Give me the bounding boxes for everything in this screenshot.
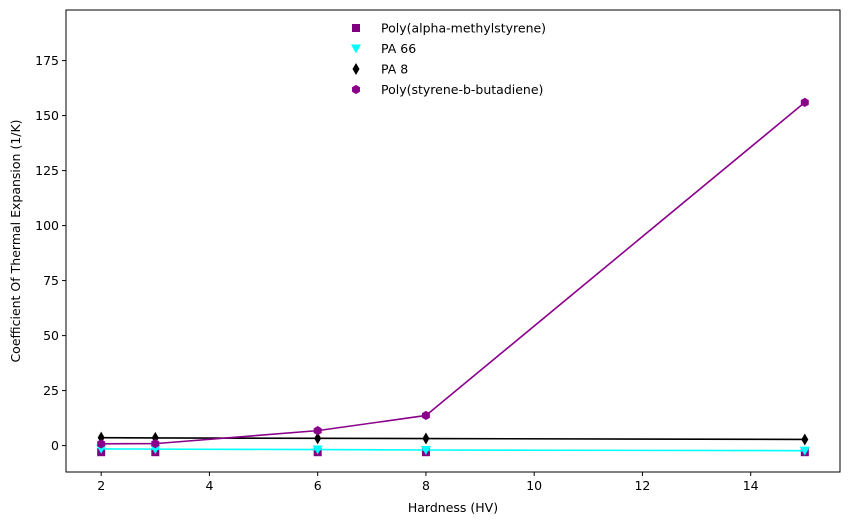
plot-area	[65, 9, 841, 473]
data-point	[313, 426, 322, 436]
x-tick-label: 14	[743, 478, 759, 493]
legend-marker	[352, 84, 360, 95]
series-3	[97, 97, 809, 449]
legend-label: Poly(alpha-methylstyrene)	[381, 21, 546, 36]
data-point	[314, 432, 322, 445]
series-2	[97, 431, 809, 446]
y-tick-label: 125	[35, 163, 59, 178]
legend: Poly(alpha-methylstyrene) PA 66 PA 8 Poly(s…	[351, 21, 546, 97]
x-tick-label: 10	[526, 478, 542, 493]
data-point	[150, 445, 161, 455]
y-tick-label: 175	[35, 53, 59, 68]
series-layer	[96, 97, 810, 457]
data-point	[800, 97, 809, 107]
y-axis: 0 25 50 75 100 125 150 175	[35, 53, 66, 453]
legend-marker	[351, 44, 361, 54]
x-tick-label: 12	[634, 478, 650, 493]
x-tick-label: 6	[314, 478, 322, 493]
data-point	[420, 446, 431, 455]
x-tick-label: 4	[205, 478, 213, 493]
data-point	[96, 444, 107, 454]
data-point	[421, 410, 430, 421]
legend-label: PA 66	[381, 41, 416, 56]
x-tick-label: 2	[97, 478, 105, 493]
x-axis: 2 4 6 8 10 12 14	[97, 472, 759, 493]
y-tick-label: 0	[51, 438, 59, 453]
data-point	[799, 446, 810, 456]
legend-label: PA 8	[381, 62, 408, 77]
y-tick-label: 100	[35, 218, 59, 233]
legend-marker	[352, 63, 360, 75]
data-point	[151, 439, 160, 449]
data-point	[312, 445, 323, 455]
x-axis-title: Hardness (HV)	[408, 500, 498, 515]
legend-label: Poly(styrene-b-butadiene)	[381, 82, 543, 97]
x-tick-label: 8	[422, 478, 430, 493]
legend-marker	[352, 24, 360, 32]
y-tick-label: 25	[43, 383, 59, 398]
data-point	[422, 432, 430, 445]
series-1	[96, 444, 810, 456]
y-tick-label: 50	[43, 328, 59, 343]
data-point	[801, 433, 809, 446]
data-point	[97, 439, 106, 449]
y-axis-title: Coefficient Of Thermal Expansion (1/K)	[8, 119, 23, 362]
y-tick-label: 75	[43, 273, 59, 288]
y-tick-label: 150	[35, 108, 59, 123]
